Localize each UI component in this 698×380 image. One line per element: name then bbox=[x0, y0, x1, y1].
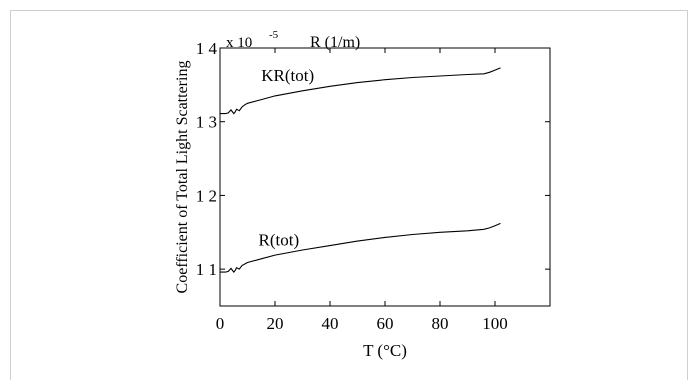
series-line-1 bbox=[220, 222, 501, 273]
series-line-0 bbox=[220, 67, 501, 115]
y-tick-label: 1 1 bbox=[196, 260, 217, 279]
frame-left-border bbox=[10, 10, 11, 380]
series-label-0: KR(tot) bbox=[261, 66, 314, 85]
y-tick-label: 1 2 bbox=[196, 186, 217, 205]
x-tick-label: 60 bbox=[377, 314, 394, 333]
x-tick-label: 80 bbox=[432, 314, 449, 333]
series-layer: KR(tot) R(tot) bbox=[220, 66, 501, 273]
y-axis-label: Coefficient of Total Light Scattering bbox=[174, 61, 191, 294]
x-tick-label: 0 bbox=[216, 314, 225, 333]
x-tick-label: 20 bbox=[267, 314, 284, 333]
frame-top-border bbox=[10, 10, 688, 11]
unit-label: R (1/m) bbox=[310, 34, 360, 51]
series-label-1: R(tot) bbox=[259, 231, 300, 250]
x-tick-label: 40 bbox=[322, 314, 339, 333]
y-multiplier-label: x 10 bbox=[226, 35, 252, 51]
x-axis-label: T (°C) bbox=[363, 341, 407, 360]
y-axis-ticks: 1 1 1 2 1 3 1 4 bbox=[196, 39, 550, 279]
y-multiplier-exponent: -5 bbox=[269, 29, 279, 41]
plot-area-frame bbox=[219, 47, 551, 307]
y-tick-label: 1 4 bbox=[196, 39, 218, 58]
y-tick-label: 1 3 bbox=[196, 113, 217, 132]
x-tick-label: 100 bbox=[482, 314, 508, 333]
x-axis-ticks: 0 20 40 60 80 100 bbox=[216, 48, 508, 333]
frame-right-border bbox=[687, 10, 688, 380]
